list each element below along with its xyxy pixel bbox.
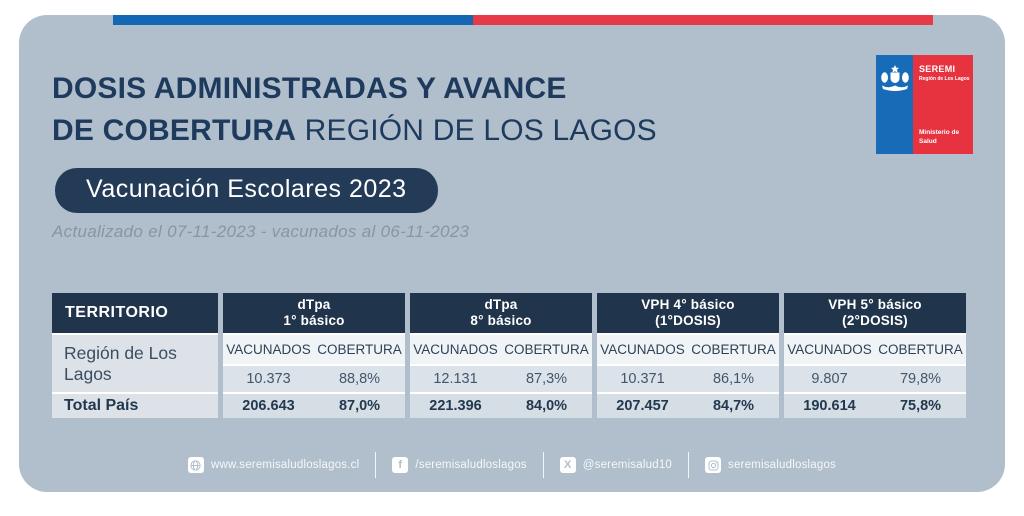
program-badge: Vacunación Escolares 2023 bbox=[55, 168, 438, 213]
column-group-vph-4basico: VPH 4° básico (1°DOSIS) VACUNADOS COBERT… bbox=[597, 293, 779, 418]
coverage-table: TERRITORIO Región de Los Lagos Total Paí… bbox=[52, 293, 966, 418]
instagram-icon bbox=[705, 457, 722, 473]
column-group-vph-5basico: VPH 5° básico (2°DOSIS) VACUNADOS COBERT… bbox=[784, 293, 966, 418]
region-data-row: 10.371 86,1% bbox=[597, 366, 779, 392]
total-data-row: 206.643 87,0% bbox=[223, 394, 405, 418]
region-data-row: 12.131 87,3% bbox=[410, 366, 592, 392]
minsal-logo: SEREMI Región de Los Lagos Ministerio de… bbox=[876, 55, 973, 154]
updated-note: Actualizado el 07-11-2023 - vacunados al… bbox=[52, 222, 470, 241]
footer-website-label: www.seremisaludloslagos.cl bbox=[210, 459, 360, 471]
region-cobertura-value: 87,3% bbox=[525, 371, 568, 387]
footer-separator bbox=[375, 452, 377, 478]
group-header-line1: dTpa bbox=[484, 297, 518, 312]
territory-region-label: Región de Los Lagos bbox=[52, 335, 218, 392]
total-vacunados-value: 190.614 bbox=[803, 398, 856, 414]
logo-blue-panel bbox=[876, 55, 913, 154]
total-data-row: 190.614 75,8% bbox=[784, 394, 966, 418]
total-vacunados-value: 206.643 bbox=[242, 398, 295, 414]
subheader-row: VACUNADOS COBERTURA bbox=[597, 335, 779, 364]
total-data-row: 221.396 84,0% bbox=[410, 394, 592, 418]
group-header: dTpa 8° básico bbox=[410, 293, 592, 333]
total-vacunados-value: 221.396 bbox=[429, 398, 482, 414]
footer-links: www.seremisaludloslagos.cl f /seremisalu… bbox=[19, 452, 1005, 478]
title-line2-bold: DE COBERTURA bbox=[52, 114, 297, 147]
subheader-row: VACUNADOS COBERTURA bbox=[410, 335, 592, 364]
subheader-cobertura: COBERTURA bbox=[878, 342, 963, 357]
group-header: dTpa 1° básico bbox=[223, 293, 405, 333]
region-vacunados-value: 12.131 bbox=[433, 371, 478, 387]
region-data-row: 9.807 79,8% bbox=[784, 366, 966, 392]
footer-x: X @seremisalud10 bbox=[559, 457, 673, 473]
logo-red-panel: SEREMI Región de Los Lagos Ministerio de… bbox=[913, 55, 973, 154]
region-vacunados-value: 10.373 bbox=[246, 371, 291, 387]
footer-facebook-label: /seremisaludloslagos bbox=[415, 459, 527, 471]
flag-stripe bbox=[113, 15, 933, 25]
subheader-vacunados: VACUNADOS bbox=[787, 342, 872, 357]
subheader-row: VACUNADOS COBERTURA bbox=[223, 335, 405, 364]
column-group-dtpa-8basico: dTpa 8° básico VACUNADOS COBERTURA 12.13… bbox=[410, 293, 592, 418]
group-header-line1: VPH 4° básico bbox=[641, 297, 735, 312]
region-cobertura-value: 86,1% bbox=[712, 371, 755, 387]
region-vacunados-value: 9.807 bbox=[811, 371, 848, 387]
region-cobertura-value: 88,8% bbox=[338, 371, 381, 387]
total-cobertura-value: 87,0% bbox=[338, 398, 381, 414]
x-icon: X bbox=[559, 457, 576, 473]
group-header: VPH 4° básico (1°DOSIS) bbox=[597, 293, 779, 333]
footer-instagram-label: seremisaludloslagos bbox=[728, 459, 837, 471]
footer-separator bbox=[688, 452, 690, 478]
total-cobertura-value: 84,7% bbox=[712, 398, 755, 414]
region-data-row: 10.373 88,8% bbox=[223, 366, 405, 392]
facebook-icon: f bbox=[392, 457, 409, 473]
logo-ministry-label: Ministerio de Salud bbox=[919, 129, 960, 146]
territory-header: TERRITORIO bbox=[52, 293, 218, 333]
territory-total-label: Total País bbox=[52, 394, 218, 418]
total-vacunados-value: 207.457 bbox=[616, 398, 669, 414]
total-data-row: 207.457 84,7% bbox=[597, 394, 779, 418]
footer-facebook: f /seremisaludloslagos bbox=[392, 457, 527, 473]
subheader-cobertura: COBERTURA bbox=[504, 342, 589, 357]
region-cobertura-value: 79,8% bbox=[899, 371, 942, 387]
subheader-row: VACUNADOS COBERTURA bbox=[784, 335, 966, 364]
infographic-card: SEREMI Región de Los Lagos Ministerio de… bbox=[19, 15, 1005, 492]
subheader-vacunados: VACUNADOS bbox=[600, 342, 685, 357]
group-header-line1: VPH 5° básico bbox=[828, 297, 922, 312]
title-line1: DOSIS ADMINISTRADAS Y AVANCE bbox=[52, 72, 567, 105]
page-title: DOSIS ADMINISTRADAS Y AVANCE DE COBERTUR… bbox=[52, 68, 657, 152]
stripe-red-segment bbox=[473, 15, 933, 25]
footer-separator bbox=[542, 452, 544, 478]
group-header-line2: (1°DOSIS) bbox=[655, 313, 721, 328]
footer-instagram: seremisaludloslagos bbox=[705, 457, 836, 473]
total-cobertura-value: 84,0% bbox=[525, 398, 568, 414]
group-header-line2: 1° básico bbox=[283, 313, 345, 328]
region-vacunados-value: 10.371 bbox=[620, 371, 665, 387]
column-group-dtpa-1basico: dTpa 1° básico VACUNADOS COBERTURA 10.37… bbox=[223, 293, 405, 418]
column-territory: TERRITORIO Región de Los Lagos Total Paí… bbox=[52, 293, 218, 418]
stripe-blue-segment bbox=[113, 15, 473, 25]
subheader-cobertura: COBERTURA bbox=[317, 342, 402, 357]
subheader-vacunados: VACUNADOS bbox=[226, 342, 311, 357]
group-header: VPH 5° básico (2°DOSIS) bbox=[784, 293, 966, 333]
group-header-line1: dTpa bbox=[297, 297, 331, 312]
globe-icon bbox=[187, 457, 204, 473]
coat-of-arms-icon bbox=[880, 64, 910, 97]
logo-seremi-label: SEREMI bbox=[919, 64, 956, 74]
group-header-line2: 8° básico bbox=[470, 313, 532, 328]
footer-x-label: @seremisalud10 bbox=[582, 459, 673, 471]
footer-website: www.seremisaludloslagos.cl bbox=[187, 457, 360, 473]
total-cobertura-value: 75,8% bbox=[899, 398, 942, 414]
group-header-line2: (2°DOSIS) bbox=[842, 313, 908, 328]
logo-region-label: Región de Los Lagos bbox=[919, 76, 970, 82]
title-line2-rest: REGIÓN DE LOS LAGOS bbox=[304, 114, 657, 147]
subheader-vacunados: VACUNADOS bbox=[413, 342, 498, 357]
subheader-cobertura: COBERTURA bbox=[691, 342, 776, 357]
